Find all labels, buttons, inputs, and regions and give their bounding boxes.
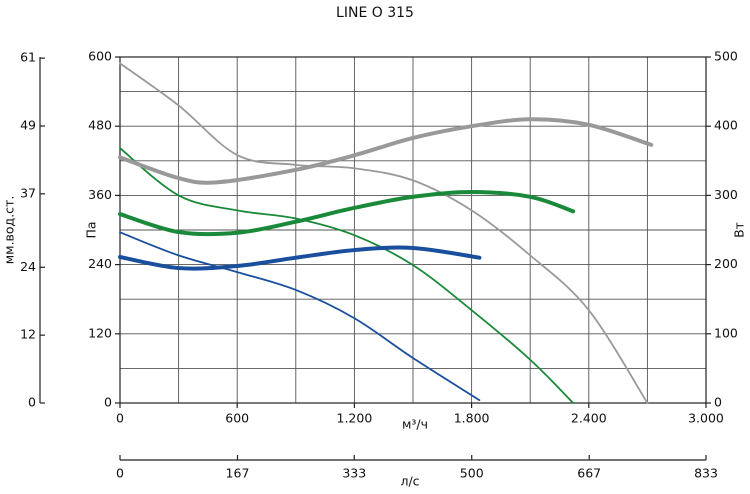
x2-tick-label: 167 xyxy=(226,466,250,481)
x2-tick-label: 667 xyxy=(577,466,601,481)
power-curve xyxy=(118,189,576,237)
y2-axis-label: Вт xyxy=(732,222,747,238)
x2-tick-label: 0 xyxy=(116,466,124,481)
y-tick-label: 120 xyxy=(88,325,112,340)
y-tick-label: 360 xyxy=(88,187,112,202)
y-tick-label: 600 xyxy=(88,49,112,64)
y-tick-label: 480 xyxy=(88,118,112,133)
y3-tick-label: 24 xyxy=(20,259,36,274)
x-tick-label: 0 xyxy=(116,411,124,426)
y3-tick-label: 12 xyxy=(20,327,36,342)
pressure-curve xyxy=(119,231,481,402)
y3-tick-label: 61 xyxy=(20,50,36,65)
y2-tick-label: 400 xyxy=(714,118,738,133)
x-tick-label: 1.800 xyxy=(454,411,490,426)
x2-tick-label: 833 xyxy=(694,466,718,481)
y2-tick-label: 300 xyxy=(714,187,738,202)
power-curve xyxy=(118,117,654,185)
x-tick-label: 3.000 xyxy=(688,411,724,426)
x-tick-label: 1.200 xyxy=(337,411,373,426)
x2-tick-label: 500 xyxy=(460,466,484,481)
pressure-curve xyxy=(119,62,649,404)
y3-tick-label: 0 xyxy=(28,395,36,410)
pressure-curve xyxy=(119,147,575,404)
y-tick-label: 240 xyxy=(88,256,112,271)
y2-tick-label: 0 xyxy=(714,395,722,410)
y-tick-label: 0 xyxy=(104,395,112,410)
power-curve xyxy=(118,245,482,271)
x-tick-label: 2.400 xyxy=(571,411,607,426)
x-axis-label: м³/ч xyxy=(402,417,428,432)
x-tick-label: 600 xyxy=(225,411,249,426)
y2-tick-label: 200 xyxy=(714,256,738,271)
chart-title: LINE O 315 xyxy=(336,5,414,21)
y2-tick-label: 500 xyxy=(714,49,738,64)
y2-tick-label: 100 xyxy=(714,325,738,340)
x2-tick-label: 333 xyxy=(342,466,366,481)
plot-frame xyxy=(119,56,707,404)
y-axis-label: Па xyxy=(84,221,99,238)
y3-tick-label: 37 xyxy=(20,185,36,200)
y3-axis-label: мм.вод.ст. xyxy=(2,196,17,265)
x2-axis-label: л/с xyxy=(400,474,419,489)
y3-tick-label: 49 xyxy=(20,117,36,132)
